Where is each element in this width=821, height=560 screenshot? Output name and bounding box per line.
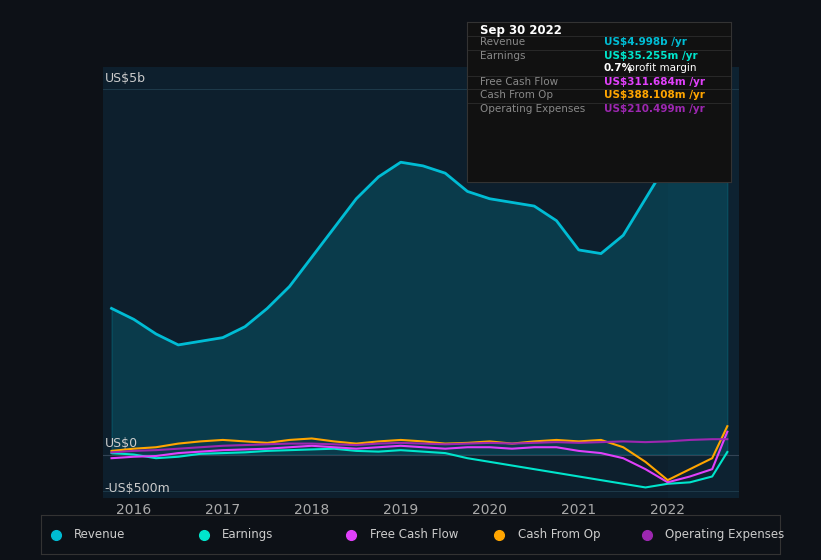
- Text: Earnings: Earnings: [479, 50, 525, 60]
- Text: Free Cash Flow: Free Cash Flow: [370, 528, 458, 542]
- Text: Cash From Op: Cash From Op: [479, 90, 553, 100]
- Text: 0.7%: 0.7%: [604, 63, 633, 73]
- Text: US$4.998b /yr: US$4.998b /yr: [604, 37, 686, 47]
- Text: Operating Expenses: Operating Expenses: [666, 528, 785, 542]
- Text: Sep 30 2022: Sep 30 2022: [479, 24, 562, 36]
- Text: Revenue: Revenue: [75, 528, 126, 542]
- Text: Revenue: Revenue: [479, 37, 525, 47]
- Text: Earnings: Earnings: [222, 528, 273, 542]
- Text: US$0: US$0: [104, 437, 138, 450]
- Text: Cash From Op: Cash From Op: [518, 528, 600, 542]
- Text: Free Cash Flow: Free Cash Flow: [479, 77, 558, 87]
- Text: profit margin: profit margin: [625, 63, 696, 73]
- Bar: [667, 67, 739, 498]
- Text: US$210.499m /yr: US$210.499m /yr: [604, 104, 704, 114]
- Text: US$311.684m /yr: US$311.684m /yr: [604, 77, 705, 87]
- Text: US$35.255m /yr: US$35.255m /yr: [604, 50, 698, 60]
- Text: US$5b: US$5b: [104, 72, 145, 86]
- Text: -US$500m: -US$500m: [104, 483, 170, 496]
- Text: US$388.108m /yr: US$388.108m /yr: [604, 90, 704, 100]
- Text: Operating Expenses: Operating Expenses: [479, 104, 585, 114]
